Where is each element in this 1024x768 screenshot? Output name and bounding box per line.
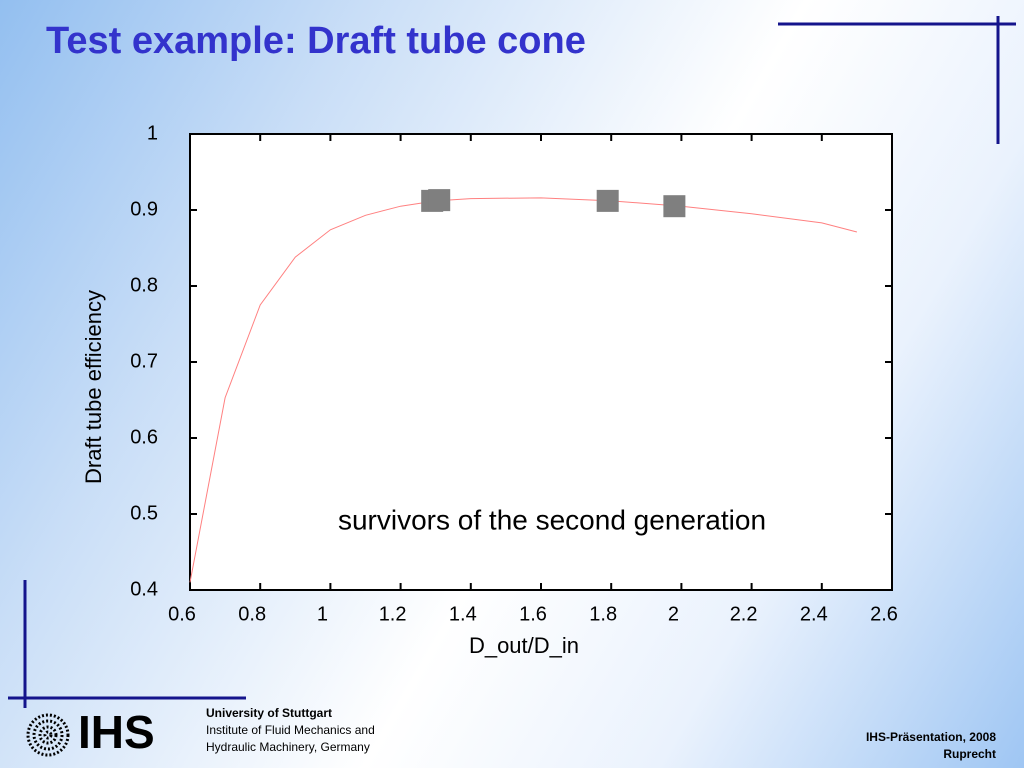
institution-line: Hydraulic Machinery, Germany (206, 740, 370, 754)
y-tick-label: 0.8 (130, 274, 158, 296)
x-tick-label: 0.6 (168, 603, 196, 625)
plot-frame (189, 133, 893, 591)
x-axis-label: D_out/D_in (469, 633, 579, 658)
y-tick-label: 0.6 (130, 426, 158, 448)
y-tick-label: 0.4 (130, 578, 158, 600)
data-point (596, 189, 619, 212)
logo-mark (26, 713, 70, 757)
institution-line: Institute of Fluid Mechanics and (206, 723, 375, 737)
x-tick-label: 2.4 (800, 603, 828, 625)
annotation: survivors of the second generation (338, 504, 766, 535)
x-tick-label: 2.2 (730, 603, 758, 625)
y-tick-label: 0.5 (130, 502, 158, 524)
x-tick-label: 0.8 (238, 603, 266, 625)
x-tick-label: 1.2 (379, 603, 407, 625)
y-tick-label: 0.7 (130, 350, 158, 372)
footer-text: IHS-Präsentation, 2008 (866, 730, 996, 744)
y-tick-label: 1 (147, 122, 158, 144)
footer-text: Ruprecht (943, 747, 996, 761)
logo-text: IHS (78, 706, 155, 758)
slide-title: Test example: Draft tube cone (46, 20, 586, 62)
x-tick-label: 2.6 (870, 603, 898, 625)
data-point (428, 189, 451, 212)
data-point (663, 195, 686, 218)
x-tick-label: 1.4 (449, 603, 477, 625)
y-tick-label: 0.9 (130, 198, 158, 220)
x-tick-label: 1.8 (589, 603, 617, 625)
y-axis-label: Draft tube efficiency (81, 290, 106, 484)
x-tick-label: 2 (668, 603, 679, 625)
x-tick-label: 1.6 (519, 603, 547, 625)
institution-line: University of Stuttgart (206, 706, 332, 720)
x-tick-label: 1 (317, 603, 328, 625)
